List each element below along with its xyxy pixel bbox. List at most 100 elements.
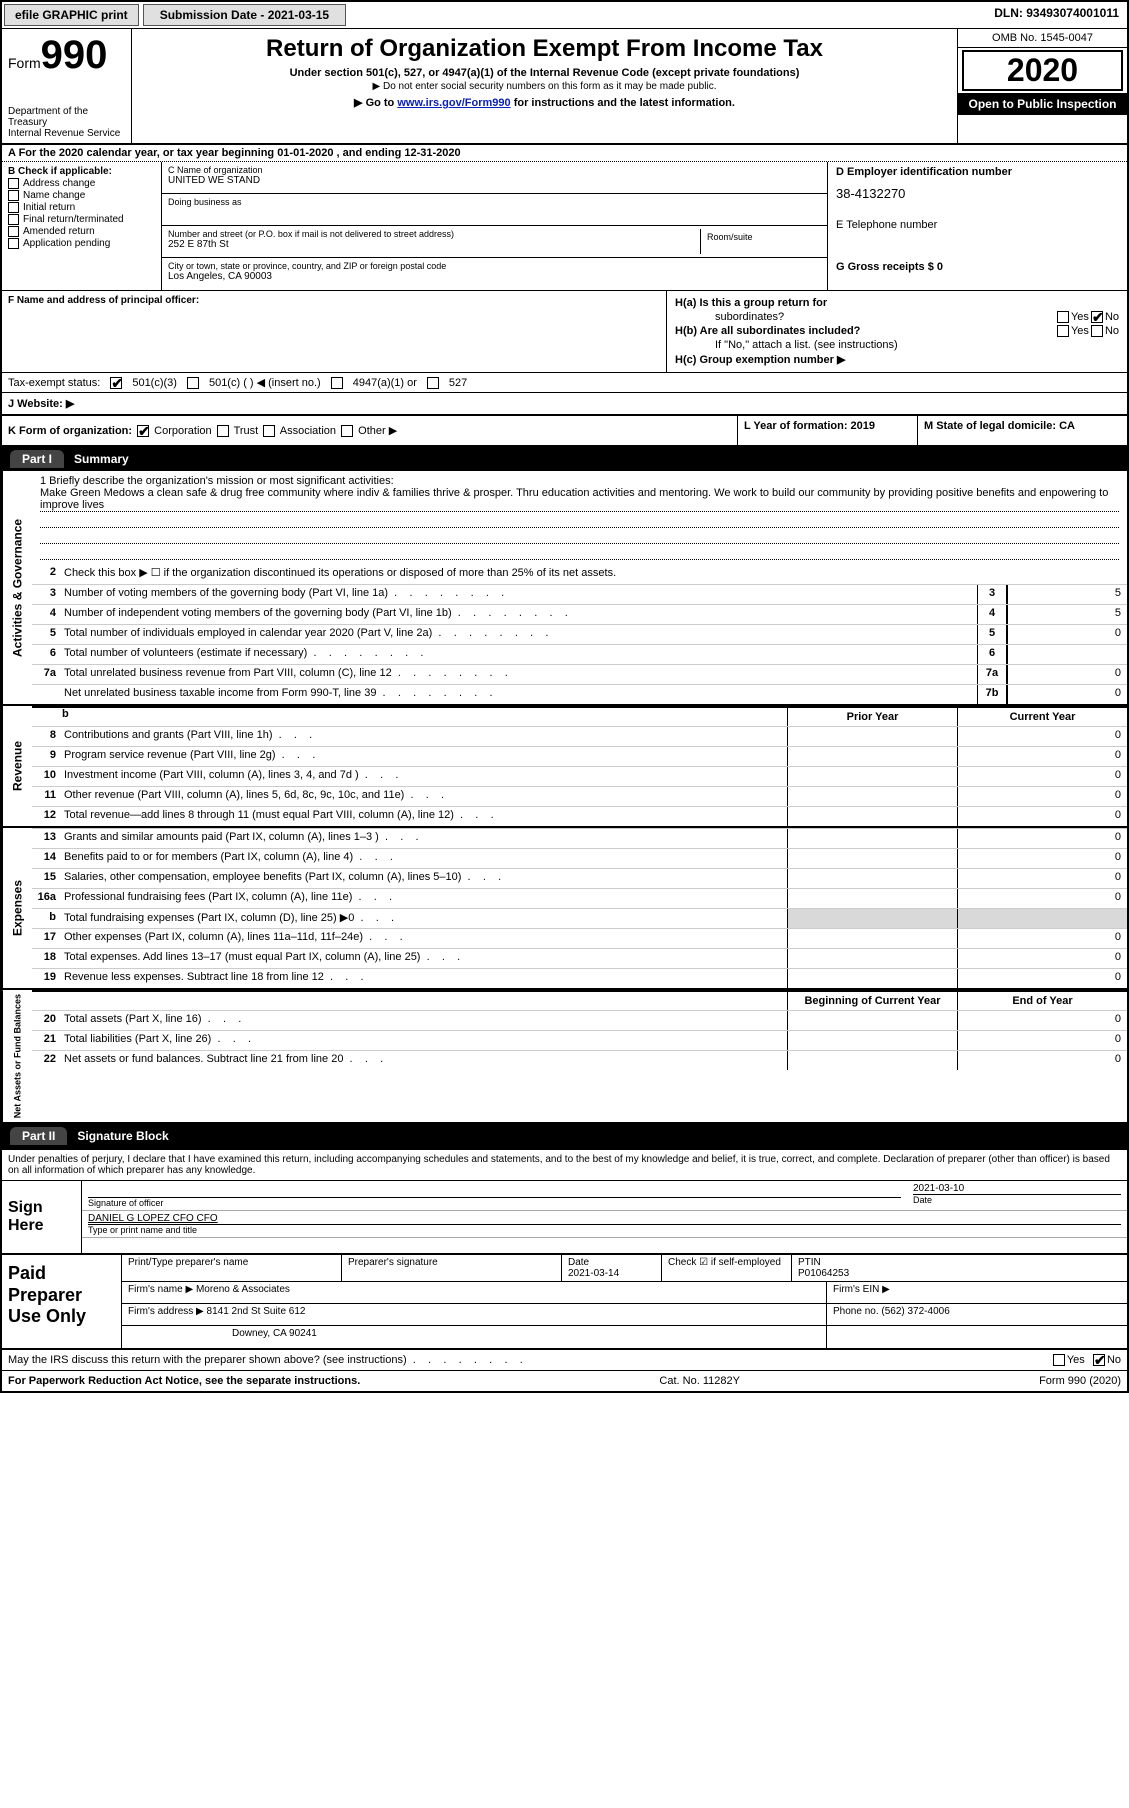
signature-label: Signature of officer (88, 1197, 901, 1208)
k-label: K Form of organization: (8, 425, 132, 437)
line-row: 2 Check this box ▶ ☐ if the organization… (32, 564, 1127, 584)
form-header: Form990 Department of the Treasury Inter… (2, 29, 1127, 145)
firm-name-label: Firm's name ▶ (128, 1284, 193, 1295)
cb-label: Amended return (23, 226, 95, 237)
firm-addr2: Downey, CA 90241 (122, 1326, 827, 1348)
line-desc: Net assets or fund balances. Subtract li… (60, 1051, 787, 1070)
line-box: 3 (977, 585, 1007, 604)
prior-year-header: Prior Year (787, 708, 957, 726)
line-desc: Revenue less expenses. Subtract line 18 … (60, 969, 787, 988)
current-value: 0 (957, 1031, 1127, 1050)
efile-print-button[interactable]: efile GRAPHIC print (4, 4, 139, 26)
line-number: 5 (32, 625, 60, 644)
current-year-header: Current Year (957, 708, 1127, 726)
part-1-title: Summary (74, 452, 129, 466)
prior-value (787, 1051, 957, 1070)
line-desc: Other expenses (Part IX, column (A), lin… (60, 929, 787, 948)
part-1-tab: Part I (10, 450, 64, 468)
line-row: 20 Total assets (Part X, line 16) 0 (32, 1010, 1127, 1030)
yes-label: Yes (1071, 325, 1089, 337)
ptin-label: PTIN (798, 1257, 1121, 1268)
line-box: 4 (977, 605, 1007, 624)
opt-trust: Trust (234, 425, 259, 437)
line-desc: Number of voting members of the governin… (60, 585, 977, 604)
prep-name-label: Print/Type preparer's name (122, 1255, 342, 1281)
line-desc: Total expenses. Add lines 13–17 (must eq… (60, 949, 787, 968)
row-a-tax-year: A For the 2020 calendar year, or tax yea… (2, 145, 1127, 162)
mission-text: Make Green Medows a clean safe & drug fr… (40, 487, 1119, 512)
line-number: 15 (32, 869, 60, 888)
current-value: 0 (957, 767, 1127, 786)
dba-label: Doing business as (168, 197, 821, 207)
header-left: Form990 Department of the Treasury Inter… (2, 29, 132, 143)
cb-address-change[interactable]: Address change (8, 178, 155, 189)
ha-no-checkbox[interactable] (1091, 311, 1103, 323)
cb-501c[interactable] (187, 377, 199, 389)
cb-trust[interactable] (217, 425, 229, 437)
cb-final-return[interactable]: Final return/terminated (8, 214, 155, 225)
prior-value (787, 969, 957, 988)
cb-corporation[interactable] (137, 425, 149, 437)
cb-amended-return[interactable]: Amended return (8, 226, 155, 237)
prior-value (787, 829, 957, 848)
row-k-l-m: K Form of organization: Corporation Trus… (2, 416, 1127, 447)
line-number: 20 (32, 1011, 60, 1030)
line-number: b (32, 909, 60, 928)
cb-initial-return[interactable]: Initial return (8, 202, 155, 213)
l-year-formation: L Year of formation: 2019 (737, 416, 917, 445)
hb-no-checkbox[interactable] (1091, 325, 1103, 337)
sign-here-label: Sign Here (2, 1181, 82, 1253)
prior-value (787, 849, 957, 868)
sidebar-expenses: Expenses (2, 828, 32, 988)
current-value: 0 (957, 949, 1127, 968)
cb-name-change[interactable]: Name change (8, 190, 155, 201)
line-row: 14 Benefits paid to or for members (Part… (32, 848, 1127, 868)
cb-501c3[interactable] (110, 377, 122, 389)
line-row: 6 Total number of volunteers (estimate i… (32, 644, 1127, 664)
line-box: 7b (977, 685, 1007, 704)
firm-ein-label: Firm's EIN ▶ (827, 1282, 1127, 1303)
prior-value (787, 1011, 957, 1030)
k-form-org: K Form of organization: Corporation Trus… (2, 416, 737, 445)
department-label: Department of the Treasury Internal Reve… (8, 106, 125, 139)
line-number: 7a (32, 665, 60, 684)
gross-receipts: G Gross receipts $ 0 (836, 261, 1119, 273)
line-value (1007, 645, 1127, 664)
line-desc: Total assets (Part X, line 16) (60, 1011, 787, 1030)
dba-cell: Doing business as (162, 194, 827, 226)
line-row: 4 Number of independent voting members o… (32, 604, 1127, 624)
address-cell: Number and street (or P.O. box if mail i… (162, 226, 827, 258)
hb-yes-checkbox[interactable] (1057, 325, 1069, 337)
cb-527[interactable] (427, 377, 439, 389)
firm-addr-label: Firm's address ▶ (128, 1306, 204, 1317)
activities-governance-section: Activities & Governance 1 Briefly descri… (2, 471, 1127, 706)
cb-4947[interactable] (331, 377, 343, 389)
opt-assoc: Association (280, 425, 336, 437)
column-d-e-g: D Employer identification number 38-4132… (827, 162, 1127, 290)
cb-association[interactable] (263, 425, 275, 437)
footer-mid: Cat. No. 11282Y (659, 1375, 740, 1387)
yes-label: Yes (1071, 311, 1089, 323)
sign-date: 2021-03-10 (913, 1183, 1121, 1194)
submission-date-button[interactable]: Submission Date - 2021-03-15 (143, 4, 346, 26)
cb-label: Address change (23, 178, 95, 189)
mission-blank-1 (40, 512, 1119, 528)
discuss-no-checkbox[interactable] (1093, 1354, 1105, 1366)
ha-yes-checkbox[interactable] (1057, 311, 1069, 323)
discuss-yes-checkbox[interactable] (1053, 1354, 1065, 1366)
line-row: 10 Investment income (Part VIII, column … (32, 766, 1127, 786)
section-f-h: F Name and address of principal officer:… (2, 291, 1127, 373)
cb-application-pending[interactable]: Application pending (8, 238, 155, 249)
line-row: 11 Other revenue (Part VIII, column (A),… (32, 786, 1127, 806)
cb-other[interactable] (341, 425, 353, 437)
irs-link[interactable]: www.irs.gov/Form990 (397, 97, 510, 109)
city: Los Angeles, CA 90003 (168, 271, 821, 282)
prep-date: 2021-03-14 (568, 1268, 655, 1279)
line-number: 17 (32, 929, 60, 948)
current-value: 0 (957, 969, 1127, 988)
addr: 252 E 87th St (168, 239, 700, 250)
goto-suffix: for instructions and the latest informat… (511, 97, 735, 109)
form-number: Form990 (8, 33, 125, 78)
line-row: Net unrelated business taxable income fr… (32, 684, 1127, 704)
row-j-website: J Website: ▶ (2, 393, 1127, 416)
